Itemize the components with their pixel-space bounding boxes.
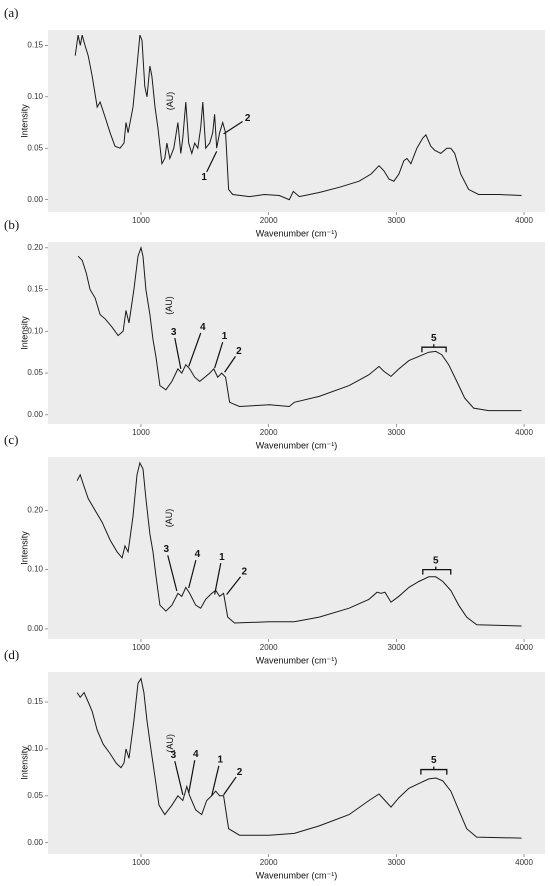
panel: (d) 0.00 0.05 0.10 0.15 1000 2000 3000 4000 Waven…: [4, 647, 545, 880]
y-tick-label: 0.00: [27, 838, 43, 847]
y-tick-label: 0.10: [27, 744, 43, 753]
panel-label: (b): [4, 217, 19, 232]
y-tick-label: 0.05: [27, 143, 43, 152]
unit-label: (AU): [164, 296, 174, 315]
panel-label: (d): [4, 647, 19, 662]
peak-label: 3: [164, 544, 170, 555]
spectrum-line: [77, 246, 522, 412]
x-tick-label: 4000: [515, 428, 533, 437]
y-tick-label: 0.00: [27, 195, 43, 204]
y-tick-label: 0.15: [27, 697, 43, 706]
unit-label: (AU): [165, 92, 175, 111]
x-axis-label: Wavenumber (cm⁻¹): [256, 870, 337, 880]
x-tick-label: 4000: [515, 858, 533, 867]
leader-line: [167, 555, 178, 592]
leader-line: [174, 337, 182, 370]
unit-label: (AU): [165, 734, 175, 753]
leader-line: [223, 121, 243, 135]
y-tick-label: 0.10: [27, 326, 43, 335]
leader-line: [188, 760, 196, 794]
y-axis-label: Intensity: [19, 316, 29, 350]
x-tick-label: 4000: [515, 643, 533, 652]
panel: (c) 0.00 0.10 0.20 1000 2000 3000 4000 Wavenumbe…: [4, 432, 545, 665]
peak-label: 5: [431, 333, 437, 344]
leader-line: [174, 760, 184, 796]
y-tick-label: 0.15: [27, 285, 43, 294]
leader-line: [223, 776, 237, 796]
peak-label: 5: [433, 555, 439, 566]
x-tick-label: 1000: [132, 428, 150, 437]
x-tick-label: 3000: [387, 428, 405, 437]
peak-label: 2: [241, 567, 247, 578]
plot-background: [48, 457, 545, 639]
peak-label: 1: [219, 552, 225, 563]
x-tick-label: 3000: [387, 216, 405, 225]
peak-label: 1: [222, 331, 228, 342]
panel: (a) 0.00 0.05 0.10 0.15 1000 2000 3000 4000 Waven…: [4, 5, 545, 238]
y-axis-label: Intensity: [19, 104, 29, 138]
peak-label: 2: [236, 346, 242, 357]
y-tick-label: 0.05: [27, 791, 43, 800]
spectrum-line: [76, 677, 522, 839]
x-axis-label: Wavenumber (cm⁻¹): [256, 228, 337, 238]
peak-label: 5: [431, 755, 437, 766]
y-tick-label: 0.00: [27, 624, 43, 633]
peak-label: 3: [171, 750, 177, 761]
peak-label: 4: [193, 749, 199, 760]
y-tick-label: 0.20: [27, 243, 43, 252]
peak-label: 3: [171, 327, 177, 338]
y-tick-label: 0.05: [27, 368, 43, 377]
x-axis-label: Wavenumber (cm⁻¹): [256, 440, 337, 450]
peak-label: 4: [200, 322, 206, 333]
y-tick-label: 0.10: [27, 92, 43, 101]
leader-line: [206, 151, 218, 173]
leader-line: [188, 560, 197, 589]
y-tick-label: 0.00: [27, 410, 43, 419]
spectrum-line: [76, 461, 522, 627]
x-tick-label: 2000: [260, 643, 278, 652]
x-tick-label: 1000: [132, 858, 150, 867]
leader-line: [226, 576, 242, 595]
bracket: [420, 766, 448, 775]
x-tick-label: 1000: [132, 643, 150, 652]
leader-line: [214, 342, 224, 369]
leader-line: [188, 332, 202, 367]
panel-label: (c): [4, 432, 18, 447]
bracket: [421, 344, 447, 353]
spectrum-line: [74, 34, 522, 201]
unit-label: (AU): [164, 509, 174, 528]
y-axis-label: Intensity: [19, 746, 29, 780]
peak-label: 1: [217, 755, 223, 766]
plot-background: [48, 672, 545, 854]
y-axis-label: Intensity: [19, 531, 29, 565]
panel-label: (a): [4, 5, 18, 20]
x-tick-label: 2000: [260, 858, 278, 867]
plot-background: [48, 30, 545, 212]
x-tick-label: 3000: [387, 858, 405, 867]
plot-background: [48, 242, 545, 424]
peak-label: 2: [237, 767, 243, 778]
leader-line: [224, 356, 236, 373]
y-tick-label: 0.10: [27, 565, 43, 574]
y-tick-label: 0.15: [27, 41, 43, 50]
peak-label: 2: [245, 113, 251, 124]
y-tick-label: 0.20: [27, 505, 43, 514]
x-axis-label: Wavenumber (cm⁻¹): [256, 655, 337, 665]
x-tick-label: 1000: [132, 216, 150, 225]
x-tick-label: 2000: [260, 428, 278, 437]
x-tick-label: 3000: [387, 643, 405, 652]
x-tick-label: 2000: [260, 216, 278, 225]
panel: (b) 0.00 0.05 0.10 0.15 0.20 1000 2000 3000 4000 W…: [4, 217, 545, 450]
bracket: [422, 566, 452, 575]
leader-line: [214, 563, 222, 595]
leader-line: [211, 765, 220, 796]
peak-label: 1: [201, 172, 207, 183]
peak-label: 4: [195, 549, 201, 560]
x-tick-label: 4000: [515, 216, 533, 225]
